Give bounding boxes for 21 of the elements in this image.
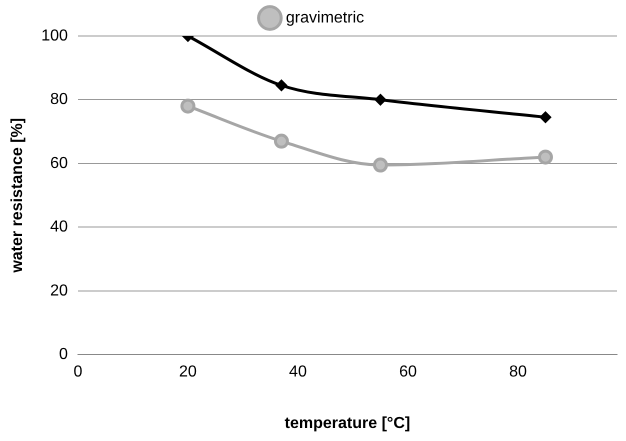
point bbox=[540, 112, 551, 123]
point bbox=[538, 150, 553, 165]
y-tick-label: 0 bbox=[58, 346, 68, 364]
y-axis-title: water resistance [%] bbox=[9, 118, 26, 274]
point bbox=[374, 94, 386, 106]
point bbox=[372, 158, 388, 173]
x-tick-label: 60 bbox=[399, 364, 417, 381]
y-tick-label: 80 bbox=[50, 91, 68, 108]
y-tick-label: 20 bbox=[50, 282, 68, 300]
y-tick-label: 40 bbox=[50, 218, 68, 236]
y-tick-label: 100 bbox=[41, 27, 68, 44]
x-tick-label: 80 bbox=[509, 364, 527, 381]
legend-label: gravimetric bbox=[286, 9, 364, 26]
x-tick-label: 40 bbox=[289, 364, 307, 381]
x-tick-label: 20 bbox=[179, 364, 197, 381]
point bbox=[180, 98, 196, 114]
point bbox=[276, 80, 287, 91]
point bbox=[274, 134, 289, 149]
x-tick-label: 0 bbox=[73, 364, 82, 381]
x-axis-title: temperature [°C] bbox=[284, 414, 410, 432]
y-tick-label: 60 bbox=[50, 154, 68, 172]
